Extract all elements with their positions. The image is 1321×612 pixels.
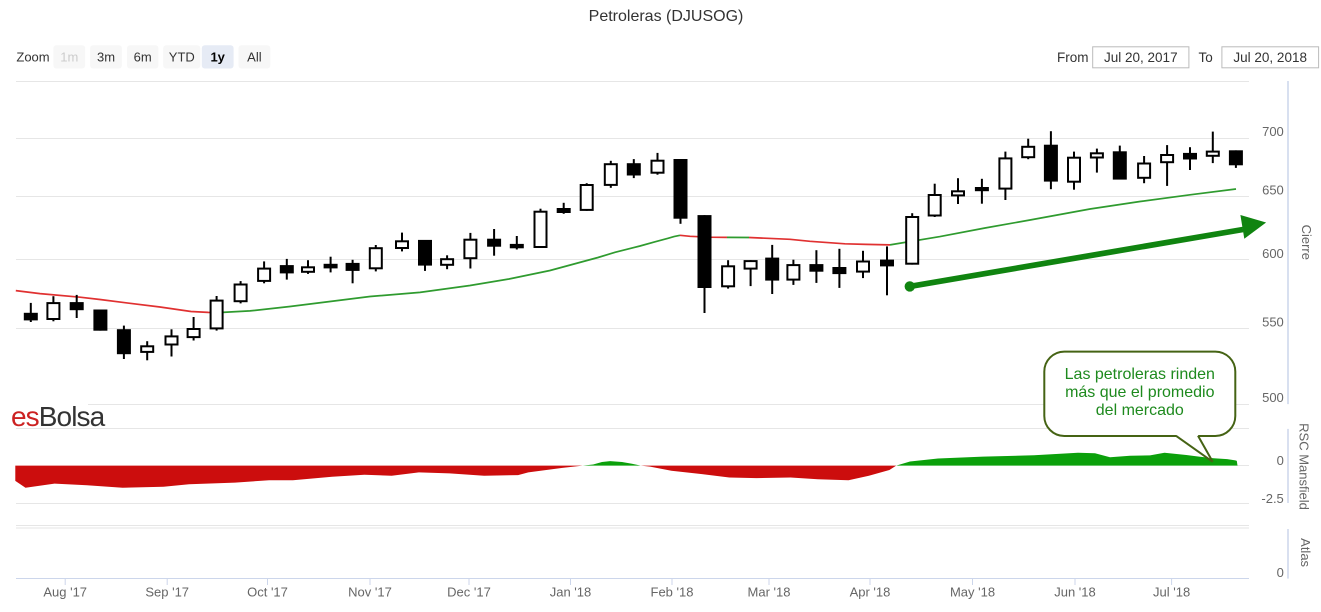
svg-text:All: All <box>247 50 262 65</box>
svg-text:Jul 20, 2018: Jul 20, 2018 <box>1233 50 1307 65</box>
svg-text:YTD: YTD <box>169 50 195 65</box>
svg-text:Oct '17: Oct '17 <box>247 585 288 600</box>
svg-text:1y: 1y <box>210 50 225 65</box>
svg-text:Mar '18: Mar '18 <box>748 585 791 600</box>
svg-text:Dec '17: Dec '17 <box>447 585 491 600</box>
svg-text:650: 650 <box>1262 182 1284 197</box>
svg-text:Petroleras (DJUSOG): Petroleras (DJUSOG) <box>589 8 744 25</box>
svg-text:Feb '18: Feb '18 <box>651 585 694 600</box>
svg-text:May '18: May '18 <box>950 585 995 600</box>
svg-text:más que el promedio: más que el promedio <box>1065 384 1215 401</box>
svg-text:Jul '18: Jul '18 <box>1153 585 1190 600</box>
svg-text:Jan '18: Jan '18 <box>550 585 592 600</box>
svg-text:Cierre: Cierre <box>1299 225 1314 260</box>
svg-text:1m: 1m <box>60 50 78 65</box>
svg-text:3m: 3m <box>97 50 115 65</box>
svg-text:0: 0 <box>1277 565 1284 580</box>
svg-text:del mercado: del mercado <box>1096 402 1184 419</box>
svg-text:From: From <box>1057 50 1089 65</box>
svg-text:Sep '17: Sep '17 <box>145 585 189 600</box>
svg-text:500: 500 <box>1262 390 1284 405</box>
svg-text:To: To <box>1199 50 1213 65</box>
svg-text:-2.5: -2.5 <box>1261 491 1283 506</box>
svg-text:700: 700 <box>1262 124 1284 139</box>
svg-text:Zoom: Zoom <box>16 50 49 65</box>
svg-text:Jul 20, 2017: Jul 20, 2017 <box>1104 50 1178 65</box>
svg-text:Atlas: Atlas <box>1298 538 1313 567</box>
svg-text:6m: 6m <box>134 50 152 65</box>
svg-text:esBolsa: esBolsa <box>11 401 106 432</box>
svg-text:600: 600 <box>1262 246 1284 261</box>
svg-text:Las petroleras rinden: Las petroleras rinden <box>1065 366 1215 383</box>
svg-text:Aug '17: Aug '17 <box>43 585 87 600</box>
svg-text:550: 550 <box>1262 315 1284 330</box>
svg-text:Nov '17: Nov '17 <box>348 585 392 600</box>
svg-text:Jun '18: Jun '18 <box>1054 585 1096 600</box>
svg-text:0: 0 <box>1277 453 1284 468</box>
svg-text:RSC Mansfield: RSC Mansfield <box>1297 423 1312 510</box>
svg-text:Apr '18: Apr '18 <box>850 585 891 600</box>
